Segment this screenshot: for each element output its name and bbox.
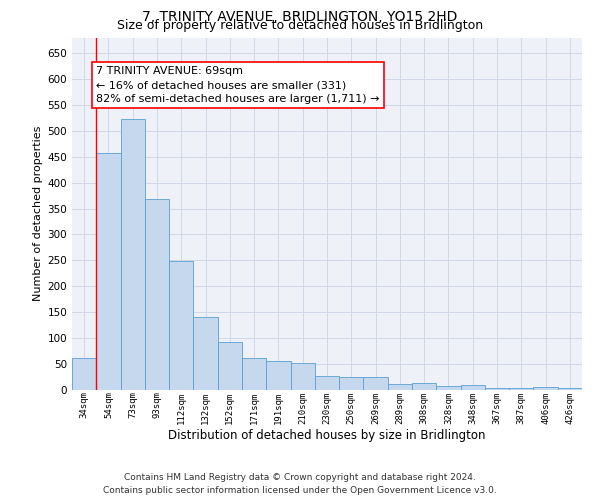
- Bar: [218, 342, 242, 390]
- Text: Contains HM Land Registry data © Crown copyright and database right 2024.
Contai: Contains HM Land Registry data © Crown c…: [103, 474, 497, 495]
- Bar: [121, 120, 145, 390]
- Bar: [266, 361, 290, 390]
- Bar: [436, 386, 461, 390]
- Bar: [364, 376, 388, 390]
- Bar: [242, 358, 266, 390]
- Bar: [461, 385, 485, 390]
- Bar: [315, 376, 339, 390]
- Bar: [193, 318, 218, 390]
- Bar: [412, 384, 436, 390]
- Bar: [169, 262, 193, 390]
- Bar: [485, 388, 509, 390]
- Text: Size of property relative to detached houses in Bridlington: Size of property relative to detached ho…: [117, 19, 483, 32]
- Bar: [558, 388, 582, 390]
- Bar: [388, 384, 412, 390]
- Bar: [533, 387, 558, 390]
- Bar: [290, 362, 315, 390]
- Bar: [72, 358, 96, 390]
- Text: 7, TRINITY AVENUE, BRIDLINGTON, YO15 2HD: 7, TRINITY AVENUE, BRIDLINGTON, YO15 2HD: [142, 10, 458, 24]
- Text: 7 TRINITY AVENUE: 69sqm
← 16% of detached houses are smaller (331)
82% of semi-d: 7 TRINITY AVENUE: 69sqm ← 16% of detache…: [96, 66, 380, 104]
- Bar: [96, 153, 121, 390]
- Y-axis label: Number of detached properties: Number of detached properties: [33, 126, 43, 302]
- Bar: [509, 388, 533, 390]
- Bar: [339, 376, 364, 390]
- Bar: [145, 199, 169, 390]
- X-axis label: Distribution of detached houses by size in Bridlington: Distribution of detached houses by size …: [168, 429, 486, 442]
